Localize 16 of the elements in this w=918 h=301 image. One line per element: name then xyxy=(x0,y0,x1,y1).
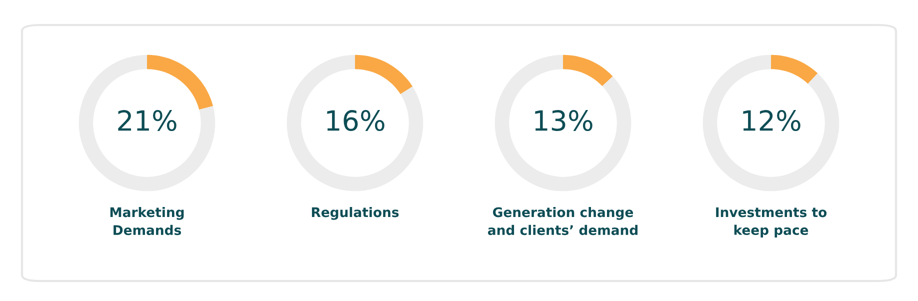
donut-slice xyxy=(286,54,424,192)
text: Generation change and clients’ demand xyxy=(488,207,638,236)
donut-slice xyxy=(355,54,413,94)
data-label: 12% xyxy=(743,110,800,132)
donut-slice xyxy=(563,54,613,86)
text: Investments to keep pace xyxy=(716,207,827,238)
donut-slice xyxy=(78,54,216,192)
text: Regulations xyxy=(312,207,399,220)
donut-slice xyxy=(147,54,214,110)
donut-slice xyxy=(702,54,840,192)
donut-slice xyxy=(494,54,632,192)
donut-slice xyxy=(771,54,818,84)
text: Marketing Demands xyxy=(110,207,184,236)
data-label: 16% xyxy=(327,110,384,132)
data-label: 13% xyxy=(535,110,592,132)
data-label: 21% xyxy=(118,110,176,132)
